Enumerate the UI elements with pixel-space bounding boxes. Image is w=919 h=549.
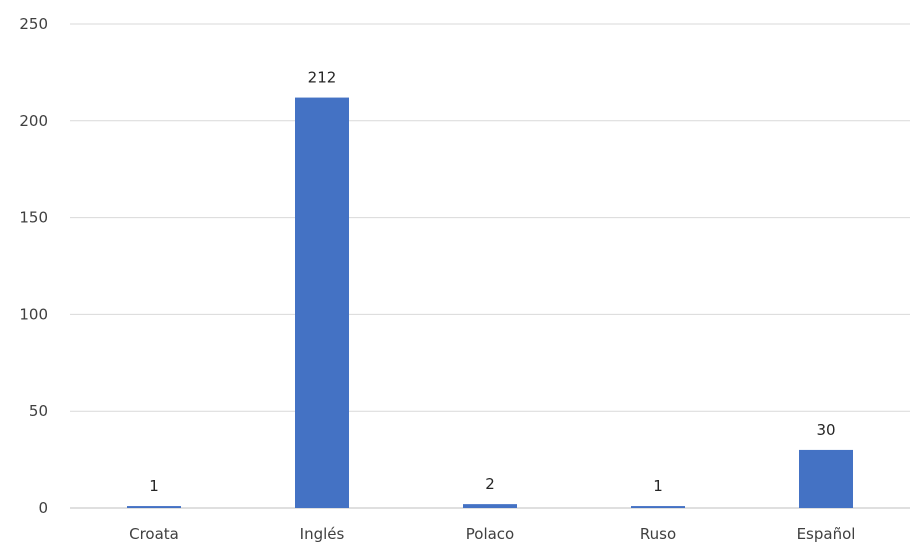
bar-0 (127, 506, 181, 508)
y-axis-ticks: 0 50 100 150 200 250 (19, 15, 48, 517)
x-category-label: Polaco (466, 525, 514, 543)
bar-1 (295, 97, 349, 509)
y-tick-label: 200 (19, 112, 48, 130)
x-category-label: Español (797, 525, 856, 543)
data-labels: 1 212 2 1 30 (149, 69, 835, 495)
data-label: 30 (816, 421, 835, 439)
x-category-label: Inglés (300, 525, 345, 543)
y-tick-label: 50 (29, 402, 48, 420)
y-tick-label: 150 (19, 209, 48, 227)
bars (127, 97, 853, 509)
y-tick-label: 0 (38, 499, 48, 517)
data-label: 1 (653, 477, 663, 495)
bar-3 (631, 506, 685, 508)
category-labels: Croata Inglés Polaco Ruso Español (129, 525, 855, 543)
bar-2 (463, 504, 517, 508)
data-label: 2 (485, 475, 495, 493)
data-label: 1 (149, 477, 159, 495)
x-category-label: Croata (129, 525, 179, 543)
y-tick-label: 250 (19, 15, 48, 33)
x-category-label: Ruso (640, 525, 676, 543)
bar-4 (799, 449, 853, 508)
y-tick-label: 100 (19, 305, 48, 323)
gridlines (70, 23, 910, 412)
data-label: 212 (308, 69, 337, 87)
